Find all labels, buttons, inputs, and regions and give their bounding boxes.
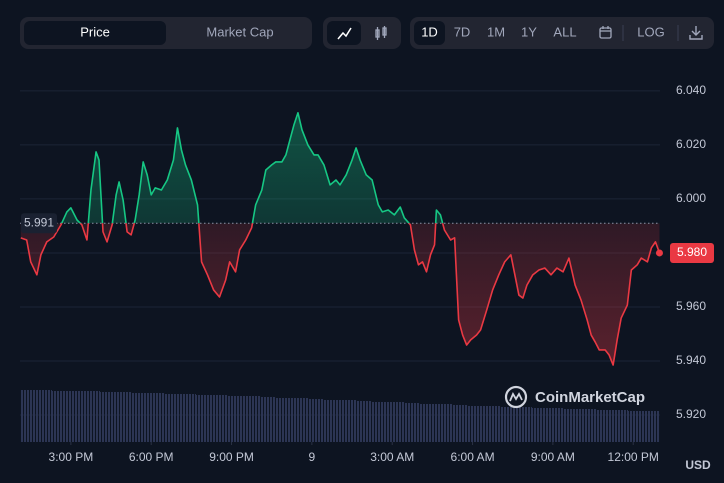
y-tick-label: 6.020 (676, 137, 706, 151)
x-tick-label: 3:00 AM (370, 450, 414, 464)
reference-label-bg (21, 213, 57, 234)
y-tick-label: 5.960 (676, 299, 706, 313)
volume-bar (324, 400, 340, 442)
price-line-up (60, 111, 444, 224)
volume-bar (20, 390, 36, 442)
log-button[interactable]: LOG (637, 24, 664, 39)
volume-bar (228, 396, 244, 442)
volume-bar (420, 404, 436, 442)
volume-bar (68, 391, 84, 442)
area-down (20, 223, 660, 366)
watermark-text: CoinMarketCap (535, 389, 645, 406)
range-group: 1D 7D 1M 1Y ALL LOG (410, 17, 714, 49)
volume-bar (36, 390, 52, 442)
area-up (61, 112, 443, 224)
y-tick-label: 6.000 (676, 191, 706, 205)
calendar-icon[interactable] (599, 26, 612, 39)
volume-bar (516, 407, 532, 442)
range-button[interactable]: 1M (487, 24, 505, 39)
reference-label: 5.991 (24, 215, 54, 229)
range-active[interactable] (414, 21, 445, 45)
price-line-down (20, 223, 661, 366)
volume-bar (372, 402, 388, 442)
volume-bar (548, 408, 564, 442)
volume-bar (564, 409, 580, 442)
range-button[interactable]: 1D (421, 24, 438, 39)
x-tick-label: 6:00 AM (451, 450, 495, 464)
line-icon (337, 27, 352, 40)
y-tick-label: 6.040 (676, 83, 706, 97)
volume-bar (612, 410, 628, 442)
y-tick-label: 5.940 (676, 353, 706, 367)
x-tick-label: 6:00 PM (129, 450, 174, 464)
volume-bar (276, 398, 292, 442)
volume-bar (180, 394, 196, 442)
volume-bar (532, 408, 548, 442)
volume-bar (116, 392, 132, 442)
x-tick-label: 9:00 AM (531, 450, 575, 464)
range-button[interactable]: ALL (553, 24, 576, 39)
volume-bar (308, 399, 324, 442)
volume-bar (404, 403, 420, 442)
tab-market-cap[interactable]: Market Cap (206, 24, 273, 39)
volume-bar (52, 391, 68, 442)
volume-bar (580, 409, 596, 442)
range-bg (410, 17, 714, 49)
watermark-logo-mark (509, 392, 523, 402)
volume-bar (260, 397, 276, 442)
candle-icon[interactable] (375, 26, 387, 40)
volume-bar (164, 394, 180, 442)
last-price-label: 5.980 (677, 245, 707, 259)
volume-bar (628, 411, 644, 442)
x-tick-label: 9:00 PM (209, 450, 254, 464)
plot-area: 5.920 5.940 5.960 5.980 6.000 6.020 6.040 3:00 … (20, 83, 714, 464)
chart-type-group (323, 17, 401, 49)
range-button[interactable]: 1Y (521, 24, 537, 39)
volume-bar (244, 396, 260, 442)
volume-bar (644, 411, 660, 442)
x-tick-label: 9 (309, 450, 316, 464)
volume-bar (212, 395, 228, 442)
volume-bar (436, 404, 452, 442)
volume-bar (132, 393, 148, 442)
volume-bar (84, 391, 100, 442)
last-point (655, 249, 663, 257)
volume-bar (500, 407, 516, 442)
watermark: CoinMarketCap (504, 385, 645, 409)
x-tick-label: 12:00 PM (608, 450, 659, 464)
volume-bar (452, 405, 468, 442)
volume-bar (100, 392, 116, 442)
volume-bar (340, 400, 356, 442)
y-tick-label: 5.920 (676, 407, 706, 421)
volume-bar (196, 395, 212, 442)
tab-active[interactable] (24, 21, 166, 45)
volume-bar (484, 406, 500, 442)
volume-bar (148, 393, 164, 442)
volume-bar (468, 406, 484, 442)
volume-bar (356, 401, 372, 442)
download-icon[interactable] (689, 26, 703, 40)
volume-bar (596, 410, 612, 442)
watermark-logo (504, 385, 528, 409)
x-tick-label: 3:00 PM (49, 450, 94, 464)
tab-price[interactable]: Price (80, 24, 110, 39)
volume-bar (388, 402, 404, 442)
last-price-tag (670, 242, 714, 263)
range-button[interactable]: 7D (454, 24, 471, 39)
tab-group: Price Market Cap (20, 17, 312, 49)
volume-bar (292, 398, 308, 442)
currency-label: USD (685, 458, 711, 472)
